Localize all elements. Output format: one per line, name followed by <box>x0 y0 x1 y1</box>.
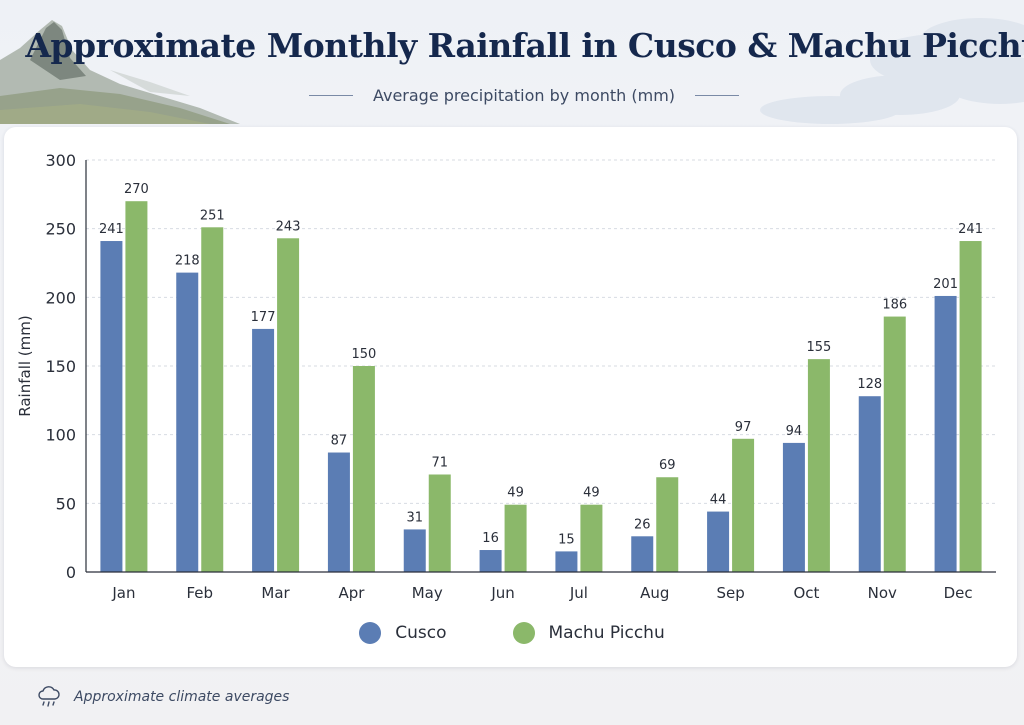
bar-machu-picchu-feb <box>201 227 224 572</box>
data-label-cusco-apr: 87 <box>331 434 348 449</box>
data-label-machu-picchu-sep: 97 <box>735 420 752 435</box>
bar-cusco-jan <box>100 241 123 572</box>
data-label-cusco-nov: 128 <box>857 377 882 392</box>
y-tick-label-50: 50 <box>56 494 76 513</box>
bar-machu-picchu-may <box>428 474 451 572</box>
legend-swatch-machu-picchu <box>512 622 535 644</box>
data-label-machu-picchu-apr: 150 <box>352 347 377 362</box>
bar-cusco-nov <box>858 396 881 572</box>
legend-item-cusco: Cusco <box>359 622 447 644</box>
bar-cusco-aug <box>631 536 654 572</box>
x-tick-label-mar: Mar <box>261 584 290 602</box>
x-tick-label-apr: Apr <box>338 584 365 602</box>
x-tick-label-oct: Oct <box>793 584 819 602</box>
bar-cusco-may <box>403 529 426 572</box>
bar-machu-picchu-jul <box>580 504 603 572</box>
footnote: Approximate climate averages <box>36 684 289 710</box>
bar-machu-picchu-jun <box>504 504 527 572</box>
data-label-machu-picchu-jun: 49 <box>507 486 524 501</box>
y-tick-label-0: 0 <box>66 563 76 582</box>
subtitle-rule-left <box>308 95 353 96</box>
subtitle-rule-right <box>695 95 740 96</box>
data-label-machu-picchu-oct: 155 <box>807 340 832 355</box>
data-labels: 241 270 218 251 177 243 87 150 31 71 16 49 15 49 26 69 4… <box>99 182 983 547</box>
x-tick-label-may: May <box>412 584 443 602</box>
bar-cusco-sep <box>707 511 730 572</box>
header-illustration <box>0 18 1024 124</box>
y-tick-label-200: 200 <box>45 288 76 307</box>
y-tick-labels: 0 50 100 150 200 250 300 <box>45 151 76 582</box>
clouds-illustration <box>760 18 1024 124</box>
subtitle-row: Average precipitation by month (mm) <box>0 86 1024 105</box>
data-label-cusco-mar: 177 <box>251 310 276 325</box>
chart-subtitle: Average precipitation by month (mm) <box>372 86 676 105</box>
y-tick-label-250: 250 <box>45 220 76 239</box>
bar-machu-picchu-jan <box>125 201 148 572</box>
data-label-machu-picchu-mar: 243 <box>276 219 301 234</box>
x-tick-label-dec: Dec <box>944 584 973 602</box>
x-tick-label-aug: Aug <box>640 584 669 602</box>
axes <box>85 160 996 573</box>
legend-swatch-cusco <box>359 622 382 644</box>
bars <box>100 201 982 572</box>
y-axis-title: Rainfall (mm) <box>16 315 34 416</box>
data-label-cusco-feb: 218 <box>175 254 200 269</box>
data-label-cusco-aug: 26 <box>634 517 651 532</box>
data-label-machu-picchu-feb: 251 <box>200 208 225 223</box>
x-tick-label-sep: Sep <box>716 584 744 602</box>
x-tick-label-jan: Jan <box>111 584 135 602</box>
bar-cusco-feb <box>176 272 199 572</box>
grid-lines <box>86 159 996 504</box>
y-tick-label-100: 100 <box>45 426 76 445</box>
data-label-machu-picchu-may: 71 <box>431 455 448 470</box>
y-tick-label-150: 150 <box>45 357 76 376</box>
x-tick-label-jul: Jul <box>569 584 588 602</box>
bar-machu-picchu-apr <box>352 366 375 572</box>
legend: Cusco Machu Picchu <box>0 622 1024 644</box>
bar-cusco-jul <box>555 551 578 572</box>
data-label-machu-picchu-jan: 270 <box>124 182 149 197</box>
bar-machu-picchu-dec <box>959 241 982 572</box>
data-label-cusco-oct: 94 <box>786 424 803 439</box>
data-label-cusco-may: 31 <box>406 510 423 525</box>
data-label-machu-picchu-aug: 69 <box>659 458 676 473</box>
bar-machu-picchu-aug <box>656 477 679 572</box>
legend-item-machu-picchu: Machu Picchu <box>512 622 665 644</box>
bar-cusco-jun <box>479 550 502 572</box>
bar-machu-picchu-mar <box>277 238 300 572</box>
data-label-cusco-sep: 44 <box>710 493 727 508</box>
mountain-illustration <box>0 20 240 124</box>
bar-cusco-mar <box>252 328 275 572</box>
data-label-cusco-dec: 201 <box>933 277 958 292</box>
data-label-machu-picchu-dec: 241 <box>958 222 983 237</box>
x-tick-labels: Jan Feb Mar Apr May Jun Jul Aug Sep Oct Nov Dec <box>111 584 972 602</box>
x-tick-label-feb: Feb <box>186 584 213 602</box>
bar-machu-picchu-sep <box>732 438 755 572</box>
bar-machu-picchu-oct <box>807 359 830 572</box>
chart-title: Approximate Monthly Rainfall in Cusco & … <box>25 26 1024 65</box>
data-label-machu-picchu-nov: 186 <box>882 298 907 313</box>
x-tick-label-jun: Jun <box>490 584 514 602</box>
legend-label-cusco: Cusco <box>395 623 447 643</box>
bar-machu-picchu-nov <box>883 316 906 572</box>
data-label-machu-picchu-jul: 49 <box>583 486 600 501</box>
data-label-cusco-jun: 16 <box>482 531 499 546</box>
chart-card <box>4 127 1017 667</box>
y-tick-label-300: 300 <box>45 151 76 170</box>
bar-cusco-apr <box>327 452 350 572</box>
bar-cusco-dec <box>934 295 957 572</box>
footnote-text: Approximate climate averages <box>74 689 290 705</box>
cloud-rain-icon <box>38 686 60 707</box>
x-tick-label-nov: Nov <box>868 584 897 602</box>
legend-label-machu-picchu: Machu Picchu <box>548 623 665 643</box>
bar-cusco-oct <box>782 442 805 572</box>
data-label-cusco-jan: 241 <box>99 222 124 237</box>
data-label-cusco-jul: 15 <box>558 532 575 547</box>
